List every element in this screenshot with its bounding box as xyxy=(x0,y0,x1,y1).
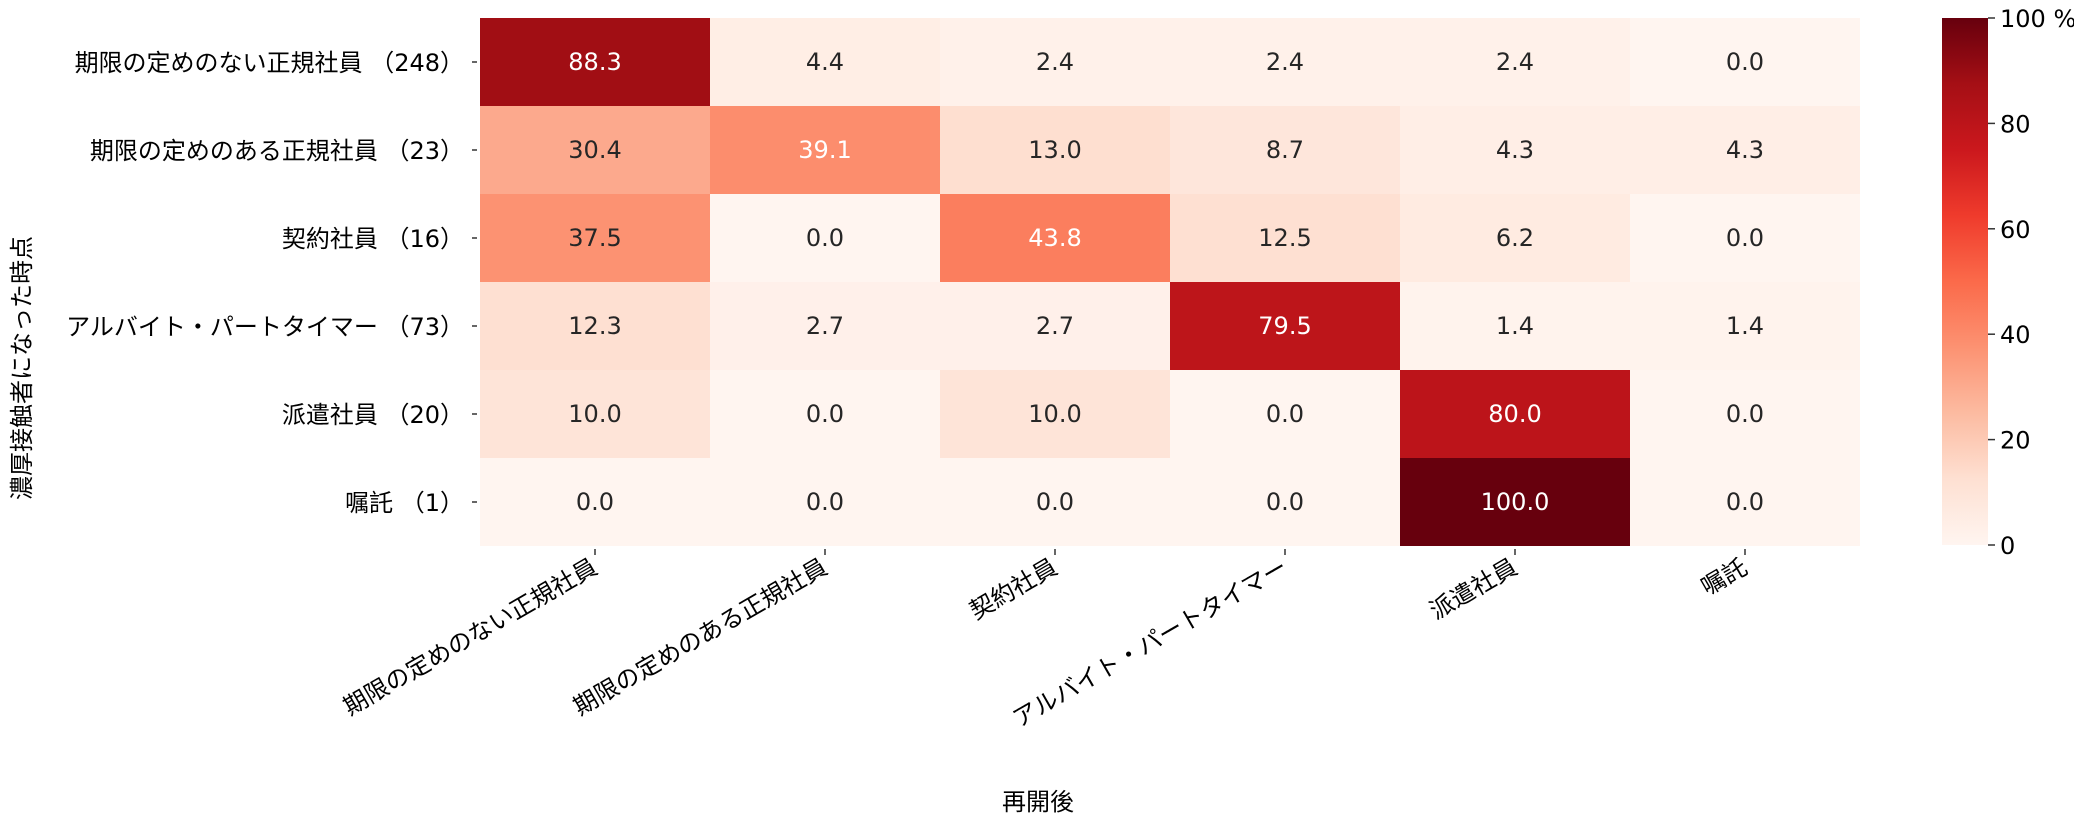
colorbar-tick-label: 80 xyxy=(2000,110,2031,138)
x-tick-label: 派遣社員 xyxy=(1425,553,1522,625)
heatmap-cell xyxy=(1400,282,1630,370)
cell-value-label: 1.4 xyxy=(1726,312,1764,340)
heatmap-cell xyxy=(1630,18,1860,106)
cell-value-label: 30.4 xyxy=(568,136,621,164)
cell-value-label: 4.3 xyxy=(1726,136,1764,164)
cell-value-label: 13.0 xyxy=(1028,136,1081,164)
cell-value-label: 0.0 xyxy=(1726,224,1764,252)
cell-value-label: 0.0 xyxy=(576,488,614,516)
heatmap-cell xyxy=(940,106,1170,194)
heatmap-cell xyxy=(710,370,940,458)
heatmap-cell xyxy=(1630,194,1860,282)
colorbar-tick-label: 100 % xyxy=(2000,5,2074,33)
cell-value-label: 4.4 xyxy=(806,48,844,76)
x-tick-label: 契約社員 xyxy=(965,553,1062,625)
cell-value-label: 2.7 xyxy=(1036,312,1074,340)
cell-value-label: 10.0 xyxy=(1028,400,1081,428)
heatmap-cell xyxy=(1400,370,1630,458)
cell-value-label: 12.3 xyxy=(568,312,621,340)
y-tick-label: 期限の定めのある正規社員 （23） xyxy=(90,137,464,165)
heatmap-cell xyxy=(1170,282,1400,370)
heatmap-cell xyxy=(480,458,710,546)
heatmap-cell xyxy=(480,106,710,194)
heatmap-cell xyxy=(1400,458,1630,546)
heatmap-cells: 88.3 4.4 2.4 2.4 2.4 0.0 30.4 39.1 13.0 8.7 4.3 4.3… xyxy=(480,18,1860,546)
cell-value-label: 0.0 xyxy=(1266,488,1304,516)
heatmap-cell xyxy=(940,458,1170,546)
cell-value-label: 10.0 xyxy=(568,400,621,428)
heatmap-cell xyxy=(480,282,710,370)
colorbar-tick-label: 60 xyxy=(2000,216,2031,244)
cell-value-label: 0.0 xyxy=(806,224,844,252)
heatmap-cell xyxy=(1170,18,1400,106)
x-tick-label: 期限の定めのある正規社員 xyxy=(569,553,832,721)
y-tick-label: 契約社員 （16） xyxy=(282,225,464,253)
heatmap-cell xyxy=(1630,106,1860,194)
y-axis-label: 濃厚接触者になった時点 xyxy=(8,236,36,500)
cell-value-label: 37.5 xyxy=(568,224,621,252)
heatmap-cell xyxy=(710,282,940,370)
heatmap-cell xyxy=(710,106,940,194)
heatmap-cell xyxy=(1170,106,1400,194)
cell-value-label: 6.2 xyxy=(1496,224,1534,252)
heatmap-cell xyxy=(1630,370,1860,458)
heatmap-cell xyxy=(940,18,1170,106)
cell-value-label: 0.0 xyxy=(1266,400,1304,428)
y-tick-label: 嘱託 （1） xyxy=(345,489,464,517)
heatmap-cell xyxy=(1170,370,1400,458)
heatmap-cell xyxy=(480,18,710,106)
heatmap-cell xyxy=(1170,194,1400,282)
y-tick-label: 派遣社員 （20） xyxy=(282,401,464,429)
heatmap-cell xyxy=(940,194,1170,282)
cell-value-label: 2.7 xyxy=(806,312,844,340)
heatmap-cell xyxy=(480,370,710,458)
cell-value-label: 43.8 xyxy=(1028,224,1081,252)
cell-value-label: 0.0 xyxy=(806,488,844,516)
cell-value-label: 2.4 xyxy=(1036,48,1074,76)
cell-value-label: 0.0 xyxy=(1036,488,1074,516)
x-axis-label: 再開後 xyxy=(1002,788,1074,816)
y-axis: 期限の定めのない正規社員 （248） 期限の定めのある正規社員 （23） 契約社員 … xyxy=(66,49,477,517)
heatmap-cell xyxy=(1400,18,1630,106)
cell-value-label: 100.0 xyxy=(1481,488,1550,516)
heatmap-cell xyxy=(1400,194,1630,282)
cell-value-label: 0.0 xyxy=(806,400,844,428)
cell-value-label: 2.4 xyxy=(1266,48,1304,76)
cell-value-label: 2.4 xyxy=(1496,48,1534,76)
cell-value-label: 0.0 xyxy=(1726,48,1764,76)
heatmap-cell xyxy=(710,18,940,106)
cell-value-label: 1.4 xyxy=(1496,312,1534,340)
cell-value-label: 8.7 xyxy=(1266,136,1304,164)
heatmap-cell xyxy=(710,194,940,282)
cell-value-label: 0.0 xyxy=(1726,488,1764,516)
colorbar-gradient xyxy=(1942,18,1988,545)
heatmap-cell xyxy=(1630,282,1860,370)
heatmap-cell xyxy=(480,194,710,282)
heatmap-cell xyxy=(940,282,1170,370)
y-tick-label: 期限の定めのない正規社員 （248） xyxy=(75,49,464,77)
colorbar-tick-label: 20 xyxy=(2000,427,2031,455)
heatmap-cell xyxy=(710,458,940,546)
x-tick-label: 嘱託 xyxy=(1696,553,1752,601)
cell-value-label: 79.5 xyxy=(1258,312,1311,340)
heatmap-cell xyxy=(940,370,1170,458)
y-tick-label: アルバイト・パートタイマー （73） xyxy=(66,313,464,341)
cell-value-label: 39.1 xyxy=(798,136,851,164)
colorbar-tick-label: 0 xyxy=(2000,532,2015,560)
colorbar: 0 20 40 60 80 100 % xyxy=(1942,5,2074,560)
heatmap-cell xyxy=(1170,458,1400,546)
cell-value-label: 80.0 xyxy=(1488,400,1541,428)
heatmap-cell xyxy=(1630,458,1860,546)
cell-value-label: 12.5 xyxy=(1258,224,1311,252)
cell-value-label: 4.3 xyxy=(1496,136,1534,164)
colorbar-tick-label: 40 xyxy=(2000,321,2031,349)
cell-value-label: 0.0 xyxy=(1726,400,1764,428)
cell-value-label: 88.3 xyxy=(568,48,621,76)
heatmap-cell xyxy=(1400,106,1630,194)
x-tick-label: 期限の定めのない正規社員 xyxy=(339,553,602,721)
